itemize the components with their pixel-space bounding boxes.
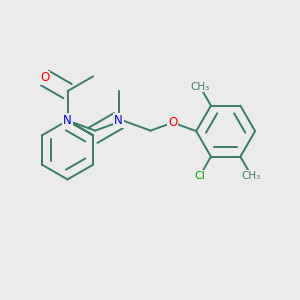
Text: O: O	[40, 71, 49, 84]
Text: CH₃: CH₃	[242, 171, 261, 181]
Text: CH₃: CH₃	[190, 82, 209, 92]
Text: N: N	[114, 114, 123, 127]
Text: O: O	[168, 116, 177, 129]
Text: N: N	[63, 114, 72, 127]
Text: Cl: Cl	[194, 171, 205, 181]
